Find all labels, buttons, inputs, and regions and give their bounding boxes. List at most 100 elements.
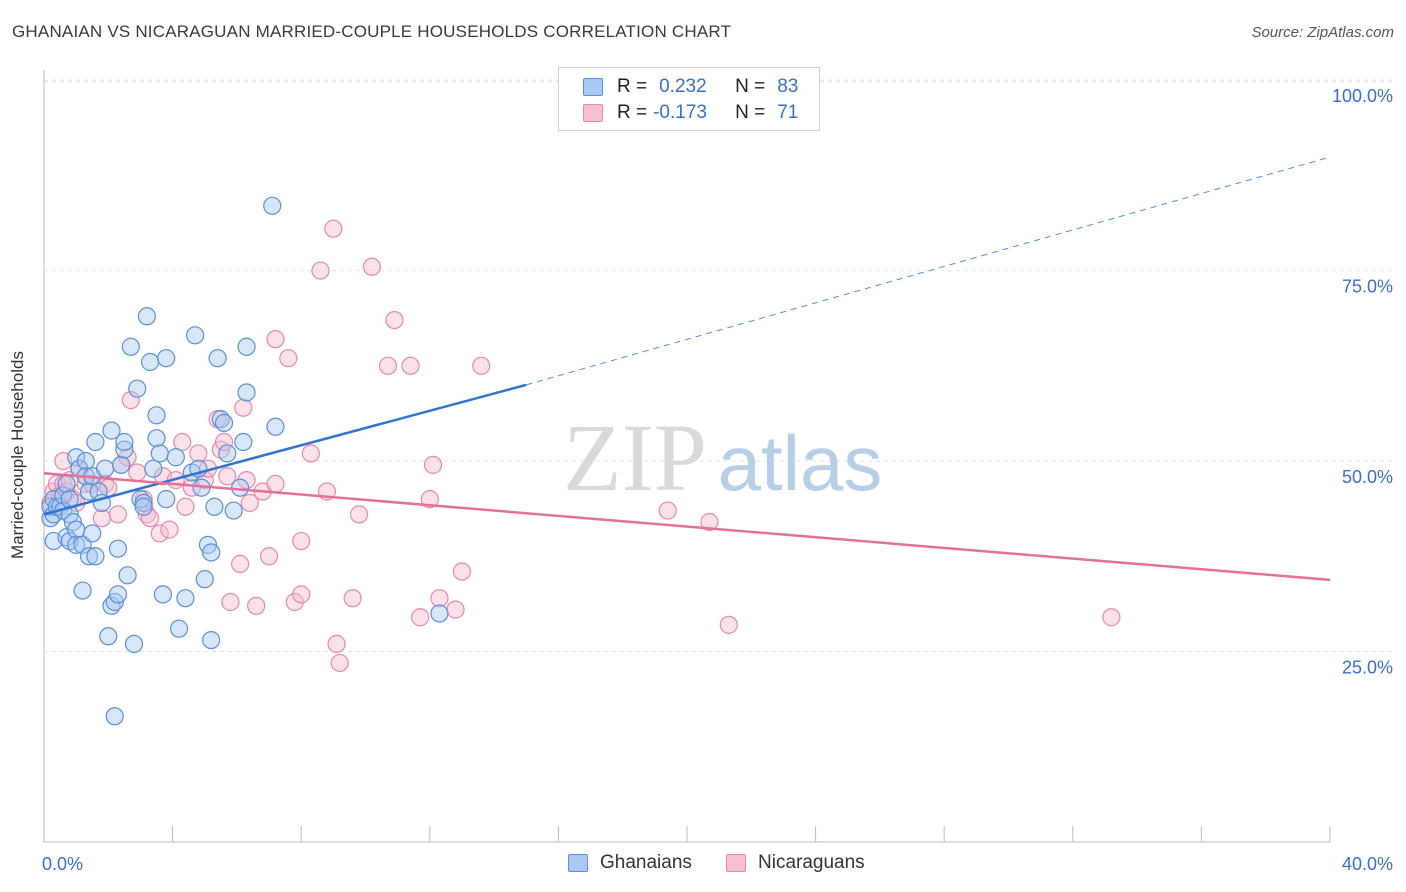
nicaraguan-point: [311, 261, 330, 280]
nicaraguan-point: [452, 562, 472, 581]
ghanaian-point: [79, 547, 99, 566]
ghanaian-point: [99, 627, 118, 646]
ghanaian-point: [67, 448, 86, 467]
ghanaian-point: [137, 307, 156, 326]
nicaraguan-point: [430, 589, 449, 608]
nicaraguan-point: [240, 493, 259, 513]
ghanaians-points: [41, 196, 449, 726]
ghanaian-point: [214, 413, 234, 433]
nicaraguan-point: [218, 467, 237, 486]
ghanaian-point: [112, 455, 131, 474]
ghanaian-point: [95, 459, 115, 478]
nicaraguan-point: [121, 390, 140, 410]
x-tick-label: 0.0%: [42, 854, 83, 874]
ghanaians-trend-line: [43, 383, 527, 516]
ghanaian-point: [57, 474, 76, 494]
ghanaian-point: [67, 520, 86, 539]
ghanaian-point: [86, 432, 105, 452]
n-label: N =: [735, 76, 766, 97]
ghanaian-point: [150, 444, 169, 463]
nicaraguan-point: [385, 310, 404, 330]
legend-item-nicaraguans[interactable]: Nicaraguans: [726, 852, 865, 874]
ghanaian-point: [102, 421, 121, 440]
ghanaian-point: [134, 493, 153, 513]
ghanaian-point: [105, 707, 124, 726]
nicaraguan-point: [292, 585, 311, 604]
y-tick-label: 50.0%: [1342, 467, 1393, 487]
ghanaian-point: [121, 337, 140, 356]
ghanaian-point: [108, 539, 128, 558]
ghanaian-point: [144, 459, 163, 478]
ghanaian-point: [266, 417, 285, 436]
series-legend: Ghanaians Nicaraguans: [0, 852, 1406, 876]
nicaraguan-point: [247, 596, 266, 615]
nicaraguan-point: [700, 512, 719, 532]
ghanaian-point: [208, 349, 227, 368]
ghanaian-point: [124, 634, 144, 654]
legend-row-nicaraguans: R = -0.173 N = 71: [583, 101, 798, 125]
legend-swatch-pink: [583, 104, 603, 122]
legend-label-ghanaians: Ghanaians: [600, 852, 692, 873]
legend-swatch-pink: [726, 854, 746, 872]
nicaraguan-point: [285, 592, 304, 612]
ghanaian-point: [169, 619, 189, 638]
axes: [43, 70, 1331, 843]
ghanaian-point: [108, 585, 128, 604]
legend-item-ghanaians[interactable]: Ghanaians: [568, 852, 692, 874]
ghanaian-point: [73, 581, 92, 600]
r-value: 0.232: [659, 76, 707, 97]
nicaraguan-point: [349, 505, 369, 524]
nicaraguan-point: [108, 505, 128, 524]
r-label: R =: [617, 102, 648, 123]
nicaraguan-point: [237, 470, 256, 490]
nicaraguan-point: [221, 592, 240, 612]
ghanaian-point: [140, 352, 160, 372]
ghanaian-point: [79, 482, 99, 501]
nicaraguan-point: [330, 653, 349, 673]
legend-swatch-blue: [583, 78, 603, 96]
ghanaian-point: [263, 196, 282, 215]
ghanaian-point: [237, 383, 256, 402]
n-value: 83: [777, 76, 799, 97]
nicaraguan-point: [189, 444, 208, 463]
nicaraguan-point: [160, 520, 179, 539]
ghanaian-point: [147, 429, 166, 448]
nicaraguan-point: [140, 509, 160, 528]
nicaraguan-point: [1102, 608, 1121, 627]
nicaraguan-point: [176, 497, 195, 516]
nicaraguan-point: [378, 356, 398, 375]
nicaraguan-point: [92, 509, 111, 528]
nicaraguan-point: [343, 589, 362, 608]
ghanaian-point: [202, 630, 221, 650]
nicaraguan-point: [362, 257, 382, 276]
ghanaian-point: [231, 478, 250, 497]
ghanaian-point: [128, 379, 147, 398]
nicaraguan-point: [292, 531, 311, 551]
n-label: N =: [735, 102, 766, 123]
nicaraguan-point: [266, 330, 285, 349]
ghanaian-point: [67, 535, 86, 554]
nicaraguan-point: [423, 455, 443, 474]
ghanaian-point: [153, 585, 173, 604]
nicaraguan-point: [266, 474, 285, 494]
y-axis-label: Married-couple Households: [8, 351, 27, 559]
ghanaian-point: [237, 337, 256, 356]
nicaraguan-point: [472, 356, 491, 375]
ghanaian-point: [202, 543, 221, 562]
nicaraguan-point: [327, 634, 346, 654]
nicaraguan-point: [658, 501, 677, 520]
ghanaian-point: [115, 440, 134, 459]
watermark-zip: ZIP: [563, 404, 707, 511]
ghanaian-point: [118, 566, 137, 585]
ghanaian-point: [86, 547, 105, 566]
nicaraguan-point: [173, 432, 192, 452]
ghanaian-point: [157, 349, 176, 368]
source-label: Source: ZipAtlas.com: [1251, 24, 1394, 41]
nicaraguan-point: [719, 615, 738, 634]
nicaraguan-point: [411, 608, 430, 627]
ghanaian-point: [115, 432, 134, 452]
nicaraguan-point: [446, 600, 465, 619]
nicaraguan-point: [231, 554, 250, 574]
nicaraguan-point: [259, 547, 279, 566]
